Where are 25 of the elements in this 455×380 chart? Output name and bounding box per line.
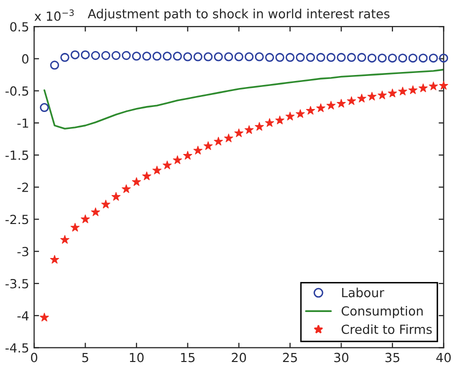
y-tick-label: -2.5 bbox=[5, 214, 28, 224]
x-tick-label: 20 bbox=[232, 352, 246, 362]
x-tick-label: 5 bbox=[82, 352, 88, 362]
x-tick-label: 10 bbox=[130, 352, 144, 362]
y-tick-label: -3 bbox=[17, 246, 28, 256]
y-tick-label: -2 bbox=[17, 182, 28, 192]
y-tick-label: -4 bbox=[17, 311, 29, 320]
y-tick-label: 0.5 bbox=[10, 22, 28, 32]
x-tick-label: 35 bbox=[385, 352, 400, 362]
legend-label: Labour bbox=[342, 288, 384, 298]
legend-label: Credit to Firms bbox=[342, 324, 432, 334]
text: x 10$^{−3}$ bbox=[34, 9, 74, 21]
x-tick-label: 25 bbox=[283, 352, 297, 362]
x-tick-label: 15 bbox=[181, 352, 195, 362]
y-tick-label: -1.5 bbox=[5, 150, 28, 160]
legend-label: Consumption bbox=[342, 306, 423, 318]
y-tick-label: -4.5 bbox=[5, 343, 28, 353]
x-tick-label: 0 bbox=[30, 352, 38, 362]
y-tick-label: -1 bbox=[17, 118, 28, 128]
y-tick-label: -0.5 bbox=[5, 86, 28, 96]
x-tick-label: 40 bbox=[436, 352, 451, 362]
chart-title: Adjustment path to shock in world interest rates bbox=[88, 8, 390, 21]
x-tick-label: 30 bbox=[334, 352, 348, 362]
y-tick-label: -3.5 bbox=[5, 278, 28, 288]
y-tick-label: 0 bbox=[22, 54, 28, 64]
